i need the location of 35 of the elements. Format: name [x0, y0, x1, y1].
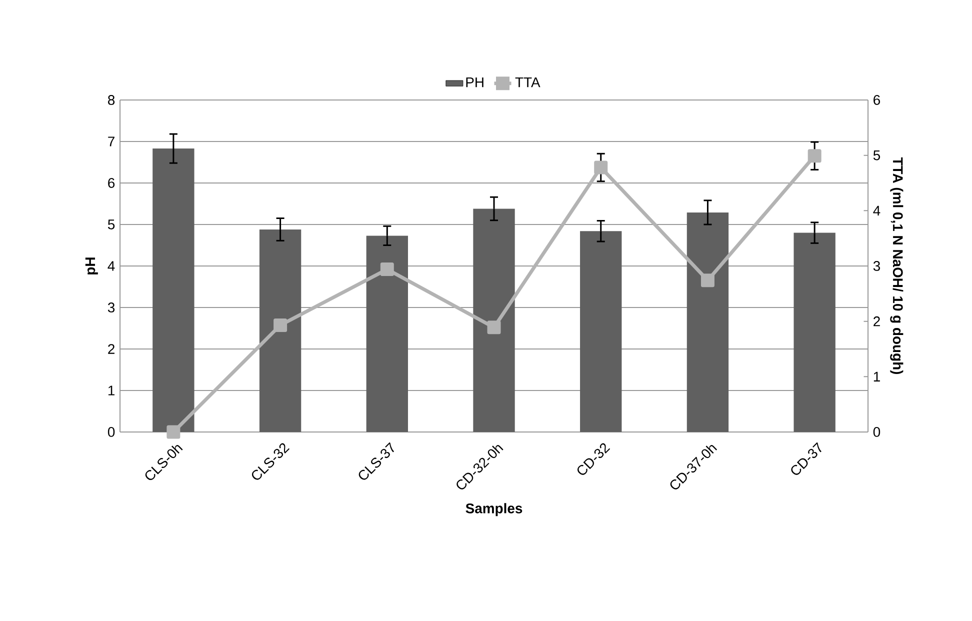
point	[594, 160, 608, 174]
y2-tick-label: 4	[873, 206, 880, 216]
point	[274, 318, 288, 332]
y-tick-label: 8	[108, 95, 115, 105]
bar	[580, 231, 622, 432]
y-tick-label: 2	[108, 344, 114, 354]
y-axis-title: pH	[85, 258, 98, 274]
x-axis-title: Samples	[466, 503, 522, 516]
y-tick-label: 6	[108, 178, 115, 188]
bar	[259, 229, 302, 432]
y-tick-label: 1	[108, 386, 114, 396]
legend-label: PH	[466, 77, 484, 88]
y-tick-label: 7	[108, 136, 114, 146]
legend-label: TTA	[515, 77, 540, 88]
point	[808, 149, 822, 163]
y2-tick-label: 6	[874, 95, 880, 105]
y2-tick-label: 2	[874, 316, 880, 326]
y2-axis-title: TTA (ml 0,1 N NaOH/ 10 g dough)	[890, 157, 904, 374]
bar	[686, 212, 729, 432]
bar	[473, 208, 515, 432]
y2-tick-label: 3	[873, 261, 880, 271]
y2-tick-label: 0	[873, 427, 880, 437]
y2-tick-label: 5	[873, 150, 880, 160]
y-tick-label: 0	[108, 427, 115, 437]
bar	[794, 232, 836, 432]
point	[700, 274, 714, 288]
y-tick-label: 4	[108, 261, 115, 271]
bar	[152, 148, 194, 432]
point	[166, 425, 180, 439]
point	[380, 262, 394, 276]
y-tick-label: 3	[108, 302, 115, 312]
y-tick-label: 5	[108, 220, 115, 230]
y2-tick-label: 1	[874, 372, 880, 382]
bar	[366, 236, 408, 432]
point	[487, 320, 501, 334]
